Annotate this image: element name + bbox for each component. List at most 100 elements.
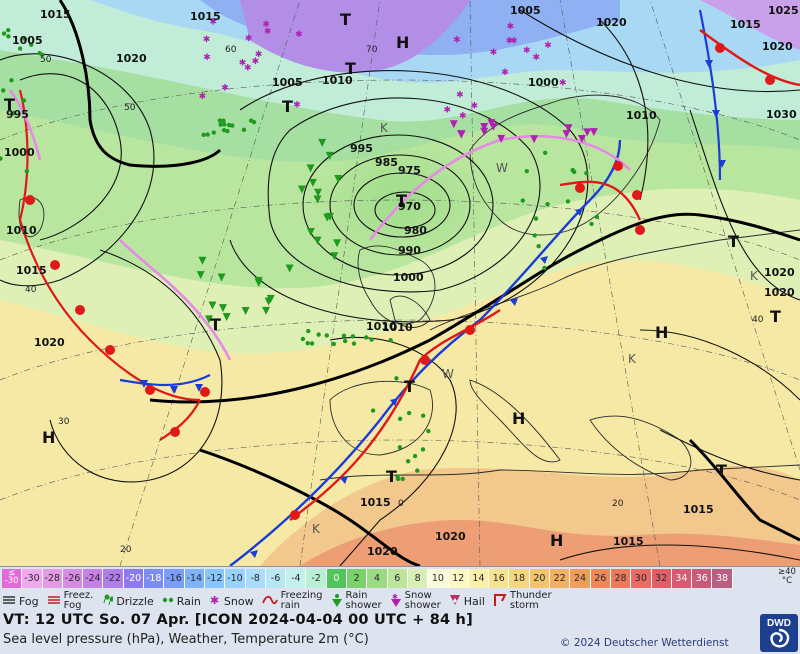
temperature-unit: ≥40 °C <box>778 567 796 586</box>
isobar-label: 1010 <box>382 321 413 334</box>
rain-shower-icon <box>318 138 327 147</box>
scale-cell: -4 <box>286 569 307 588</box>
temperature-labels: 60 50 40 30 20 50 70 40 0 20 <box>25 45 764 555</box>
symbol-label: Rain shower <box>345 590 382 611</box>
snow-icon: ✱ <box>239 59 247 69</box>
drizzle-icon <box>101 594 116 609</box>
fog-icon <box>2 594 19 609</box>
scale-cell: 14 <box>468 569 490 588</box>
rain-shower-icon <box>266 294 275 303</box>
rain-shower-icon <box>241 307 250 316</box>
isobar-label: 1015 <box>40 8 71 21</box>
isobar-label: 1000 <box>393 271 424 284</box>
snow-icon: ✱ <box>293 100 301 110</box>
thunderstorm-legend-item: Thunder storm <box>493 590 560 612</box>
rain-icon <box>211 130 216 135</box>
rain-icon <box>217 118 223 123</box>
low-center: T <box>728 232 739 251</box>
isobar-label: 1020 <box>764 286 795 299</box>
isobar-label: 1015 <box>730 18 761 31</box>
weather-symbols: ✱✱✱✱✱✱✱✱✱✱✱✱✱✱✱✱✱✱✱✱✱✱ ✱✱✱✱✱✱ <box>0 18 599 482</box>
scale-cell: 24 <box>570 569 591 588</box>
scale-cell: -6 <box>265 569 287 588</box>
symbol-label: Hail <box>463 594 485 608</box>
isobar-label: 1015 <box>683 503 714 516</box>
rain-icon <box>571 169 577 175</box>
high-center: H <box>655 323 668 342</box>
rain-icon <box>420 447 426 452</box>
warm-label: W <box>496 161 508 175</box>
rain-icon <box>594 214 599 220</box>
snow-icon: ✱ <box>453 35 461 45</box>
forecast-map: ✱✱✱✱✱✱✱✱✱✱✱✱✱✱✱✱✱✱✱✱✱✱ ✱✱✱✱✱✱ 1015 1005 102… <box>0 0 800 566</box>
rain-icon <box>536 243 541 249</box>
rain-icon <box>342 338 348 344</box>
snow-icon: ✱ <box>199 92 207 102</box>
isobar-label: 1000 <box>528 76 559 89</box>
rain-shower-icon <box>254 278 263 287</box>
symbol-label: Drizzle <box>116 594 154 608</box>
isobar-label: 1020 <box>596 16 627 29</box>
rain-shower-icon <box>204 315 213 324</box>
scale-cell: 32 <box>651 569 672 588</box>
svg-text:✱: ✱ <box>210 594 219 606</box>
rain-icon <box>37 51 42 56</box>
rain-icon <box>221 118 226 123</box>
rain-shower-icon <box>222 312 231 321</box>
fronts <box>8 9 800 566</box>
rain-icon <box>17 46 23 51</box>
temperature-color-scale: ≤ -30 -30 -28 -26 -24 -22 -20 -18 -16 -14 -12 -10 -8… <box>2 569 733 588</box>
rain-icon <box>412 453 418 459</box>
rain-icon <box>9 78 14 83</box>
temperature-contour-label: 20 <box>120 545 132 555</box>
scale-cell: 4 <box>367 569 388 588</box>
rain-icon <box>0 156 3 161</box>
scale-cell: 8 <box>407 569 429 588</box>
rain-icon <box>309 341 315 346</box>
legend-panel: ≤ -30 -30 -28 -26 -24 -22 -20 -18 -16 -14 -12 -10 -8… <box>0 566 800 654</box>
snow-shower-icon <box>530 135 539 144</box>
rain-icon <box>394 376 399 381</box>
snow-legend-item: ✱ Snow <box>209 590 262 612</box>
scale-cell: -10 <box>225 569 246 588</box>
rain-legend-item: Rain <box>162 590 209 612</box>
rain-icon <box>305 341 310 346</box>
scale-cell: -26 <box>62 569 84 588</box>
isobar-label: 1015 <box>190 10 221 23</box>
snow-icon: ✱ <box>533 53 541 63</box>
rain-icon <box>426 428 431 434</box>
snow-icon: ✱ <box>203 35 211 45</box>
snow-shower-icon <box>589 128 598 137</box>
rain-shower-icon <box>306 227 315 236</box>
isobar-label: 1020 <box>764 266 795 279</box>
rain-shower-icon <box>325 151 334 160</box>
snow-icon: ✱ <box>221 83 229 93</box>
rain-icon <box>400 476 405 482</box>
rain-icon <box>388 337 393 343</box>
snow-shower-icon <box>583 128 592 137</box>
snow-shower-icon <box>449 120 458 129</box>
isobar-label: 995 <box>6 108 29 121</box>
rain-shower-icon <box>198 256 207 265</box>
scale-cell: 28 <box>610 569 632 588</box>
isobar-label: 990 <box>398 244 421 257</box>
rain-icon <box>341 333 347 338</box>
isobar-label: 1005 <box>12 34 43 47</box>
low-center: T <box>716 461 727 480</box>
rain-shower-icon <box>313 236 322 245</box>
isobar-label: 980 <box>404 224 427 237</box>
freezing-rain-icon <box>261 594 281 609</box>
snow-icon: ✱ <box>209 18 217 28</box>
symbol-label: Freezing rain <box>280 590 323 611</box>
temperature-contour-label: 30 <box>58 417 70 427</box>
rain-icon <box>162 594 177 609</box>
freezing-fog-icon <box>47 594 64 609</box>
symbol-label: Snow shower <box>404 590 441 611</box>
rain-icon <box>205 132 210 137</box>
scale-cell: 6 <box>387 569 408 588</box>
snow-shower-icon <box>457 130 466 139</box>
snow-shower-icon <box>480 127 489 136</box>
snow-icon: ✱ <box>510 37 518 47</box>
rain-icon <box>248 118 254 123</box>
snow-icon: ✱ <box>523 46 531 56</box>
